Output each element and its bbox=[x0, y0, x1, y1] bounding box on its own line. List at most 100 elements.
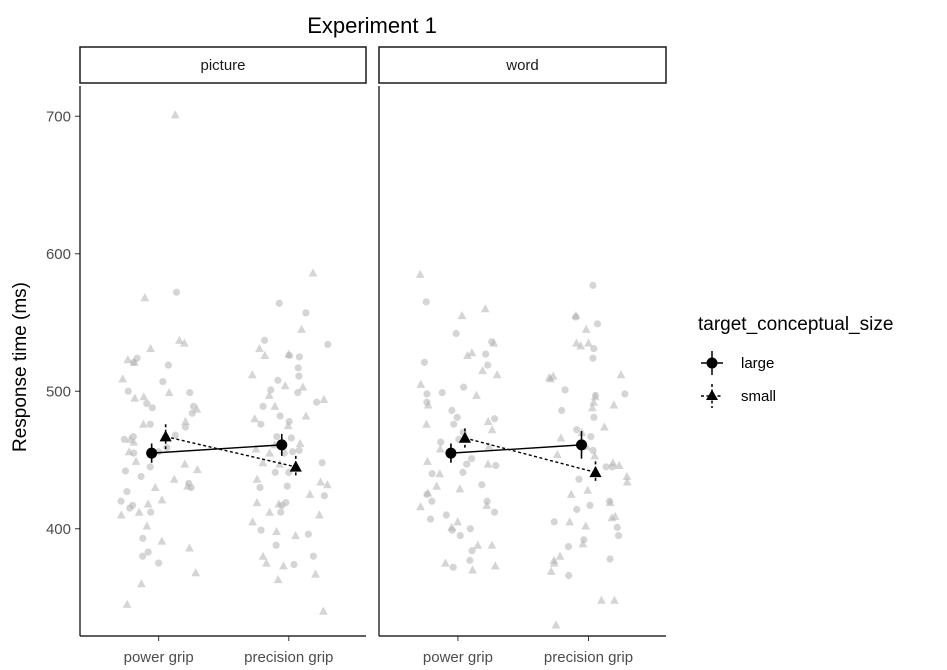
raw-point-large bbox=[449, 563, 457, 571]
raw-point-large bbox=[139, 534, 147, 542]
raw-point-small bbox=[622, 477, 632, 486]
raw-point-small bbox=[610, 511, 620, 520]
raw-point-large bbox=[289, 448, 297, 456]
raw-point-large bbox=[124, 387, 132, 395]
raw-point-small bbox=[125, 434, 135, 443]
raw-point-large bbox=[273, 433, 281, 441]
raw-point-small bbox=[283, 421, 293, 430]
raw-point-small bbox=[487, 540, 497, 549]
raw-point-small bbox=[142, 521, 152, 530]
raw-point-small bbox=[614, 460, 624, 469]
raw-point-small bbox=[146, 344, 155, 353]
raw-point-small bbox=[584, 338, 593, 347]
raw-point-large bbox=[426, 515, 435, 523]
raw-point-small bbox=[143, 499, 153, 508]
facet-strip-label: picture bbox=[200, 57, 245, 74]
raw-point-large bbox=[422, 298, 430, 306]
raw-point-small bbox=[581, 324, 591, 333]
raw-point-small bbox=[423, 400, 433, 409]
summary-line-small bbox=[464, 437, 596, 474]
raw-point-small bbox=[139, 392, 149, 401]
raw-point-small bbox=[295, 438, 305, 447]
raw-point-small bbox=[487, 425, 497, 434]
raw-point-large bbox=[587, 433, 595, 441]
raw-point-small bbox=[308, 268, 318, 277]
raw-point-small bbox=[566, 489, 576, 498]
raw-point-large bbox=[143, 400, 151, 408]
raw-point-small bbox=[170, 110, 180, 119]
summary bbox=[445, 428, 602, 484]
raw-point-large bbox=[324, 340, 332, 349]
raw-point-large bbox=[602, 463, 610, 471]
raw-point-small bbox=[258, 458, 268, 467]
raw-point-large bbox=[147, 508, 155, 516]
raw-point-small bbox=[583, 485, 593, 494]
raw-point-large bbox=[593, 320, 602, 328]
raw-point-small bbox=[483, 459, 493, 468]
raw-point-small bbox=[140, 293, 150, 302]
raw-point-large bbox=[614, 532, 623, 540]
raw-point-large bbox=[468, 547, 476, 555]
raw-point-large bbox=[257, 526, 265, 534]
raw-point-large bbox=[589, 354, 597, 362]
raw-point-small bbox=[576, 341, 586, 350]
raw-point-large bbox=[456, 532, 464, 540]
raw-point-small bbox=[311, 569, 320, 578]
raw-point-small bbox=[555, 551, 565, 560]
raw-point-small bbox=[150, 482, 160, 491]
raw-point-large bbox=[123, 488, 131, 496]
raw-point-small bbox=[297, 324, 306, 333]
raw-point-small bbox=[415, 269, 425, 278]
x-tick-label: precision grip bbox=[244, 649, 333, 666]
raw-point-large bbox=[181, 423, 189, 431]
raw-point-large bbox=[573, 505, 581, 514]
facet-strip-label: word bbox=[505, 57, 539, 74]
x-tick-label: power grip bbox=[124, 649, 194, 666]
facet-word: word power grip precision grip bbox=[378, 46, 667, 666]
raw-point-large bbox=[586, 501, 594, 509]
raw-point-small bbox=[118, 374, 128, 383]
raw-point-small bbox=[482, 500, 492, 509]
facets: picture power grip precision grip word power… bbox=[79, 46, 667, 666]
raw-point-small bbox=[191, 568, 201, 577]
raw-point-large bbox=[442, 511, 450, 519]
raw-point-large bbox=[589, 281, 597, 289]
raw-point-small bbox=[589, 397, 599, 406]
raw-point-small bbox=[622, 471, 632, 480]
raw-point-small bbox=[130, 393, 140, 402]
raw-point-small bbox=[556, 433, 566, 442]
raw-point-small bbox=[279, 561, 288, 570]
mean-point-large bbox=[276, 439, 288, 451]
legend: target_conceptual_size large small bbox=[698, 314, 893, 408]
raw-point-large bbox=[159, 378, 167, 386]
raw-point-large bbox=[146, 463, 154, 471]
legend-title: target_conceptual_size bbox=[698, 314, 893, 335]
facet-strip bbox=[378, 46, 667, 84]
raw-point-small bbox=[468, 565, 477, 574]
raw-point-large bbox=[453, 413, 461, 421]
raw-point-small bbox=[131, 456, 141, 465]
raw-point-small bbox=[581, 521, 591, 530]
y-axis: 400 500 600 700 bbox=[46, 108, 80, 538]
raw-point-large bbox=[282, 499, 290, 507]
raw-point-small bbox=[270, 401, 280, 410]
raw-point-small bbox=[473, 540, 483, 549]
raw-point-large bbox=[309, 552, 317, 560]
raw-point-small bbox=[139, 419, 148, 428]
raw-point-large bbox=[260, 336, 269, 344]
raw-point-large bbox=[139, 552, 147, 560]
raw-point-large bbox=[606, 555, 614, 563]
y-tick-label: 400 bbox=[46, 521, 71, 538]
raw-point-large bbox=[294, 389, 302, 397]
raw-point-small bbox=[192, 404, 202, 413]
raw-point-small bbox=[565, 517, 575, 526]
raw-point-large bbox=[256, 483, 264, 492]
raw-point-small bbox=[492, 370, 502, 379]
raw-point-large bbox=[257, 420, 265, 428]
raw-point-small bbox=[616, 370, 626, 379]
raw-point-small bbox=[467, 348, 477, 357]
raw-point-large bbox=[448, 406, 456, 415]
raw-point-small bbox=[489, 338, 499, 347]
raw-point-small bbox=[323, 480, 332, 489]
raw-point-small bbox=[305, 489, 315, 498]
